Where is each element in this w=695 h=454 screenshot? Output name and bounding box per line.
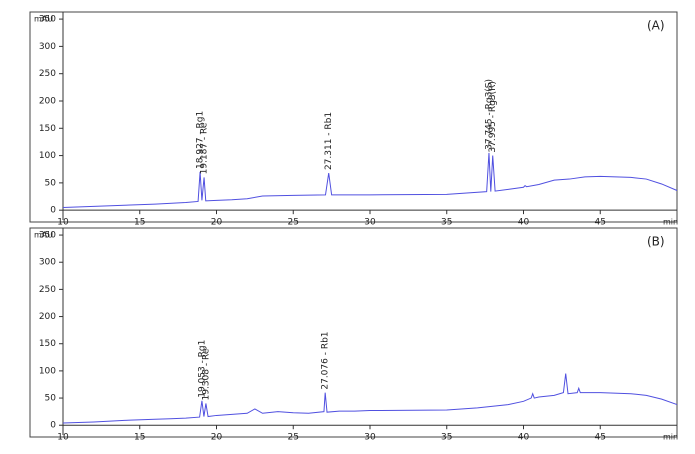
y-tick-label: 300 [39,258,56,268]
peak-label: 19.053 - Rg1 [197,340,207,398]
y-tick-label: 50 [45,394,57,404]
peak-label: 19.308 - Re [201,348,211,400]
peak-label: 37.745 - Rg3(S) [484,79,494,150]
x-tick-label: 45 [595,218,606,228]
y-tick-label: 0 [50,421,56,431]
y-tick-label: 300 [39,42,56,52]
peak-label: 19.187 - Re [200,122,210,174]
y-tick-label: 200 [39,312,56,322]
y-tick-label: 0 [50,206,56,216]
x-tick-label: 10 [57,433,69,443]
trace [62,152,678,208]
panel-frame [29,227,678,438]
x-tick-label: 20 [211,218,223,228]
y-tick-label: 50 [45,178,57,188]
x-tick-label: 15 [134,433,145,443]
trace [62,373,678,424]
x-tick-label: 25 [288,433,299,443]
x-tick-label: 35 [441,433,452,443]
x-axis-label: min [663,433,678,442]
x-tick-label: 30 [364,218,376,228]
peak-label: 27.311 - Rb1 [324,112,334,170]
x-tick-label: 15 [134,218,145,228]
x-tick-label: 20 [211,433,223,443]
peak-label: 18.927 - Rg1 [196,111,206,169]
y-tick-label: 350 [39,231,56,241]
x-tick-label: 45 [595,433,606,443]
x-tick-label: 40 [518,433,530,443]
peak-label: 27.076 - Rb1 [321,331,331,389]
panel-label: (B) [647,235,665,249]
y-tick-label: 150 [39,339,56,349]
x-tick-label: 40 [518,218,530,228]
y-axis-label: mAU [34,231,53,240]
y-tick-label: 350 [39,15,56,25]
y-tick-label: 250 [39,285,56,295]
x-tick-label: 10 [57,218,69,228]
y-tick-label: 100 [39,366,56,376]
x-tick-label: 35 [441,218,452,228]
y-tick-label: 100 [39,151,56,161]
y-tick-label: 150 [39,124,56,134]
peak-label: 37.995 - Rg3(R) [488,81,498,152]
y-tick-label: 250 [39,69,56,79]
panel-label: (A) [647,19,665,33]
y-axis-label: mAU [34,15,53,24]
x-tick-label: 30 [364,433,376,443]
y-tick-label: 200 [39,96,56,106]
x-tick-label: 25 [288,218,299,228]
panel-frame [29,11,678,223]
x-axis-label: min [663,218,678,227]
